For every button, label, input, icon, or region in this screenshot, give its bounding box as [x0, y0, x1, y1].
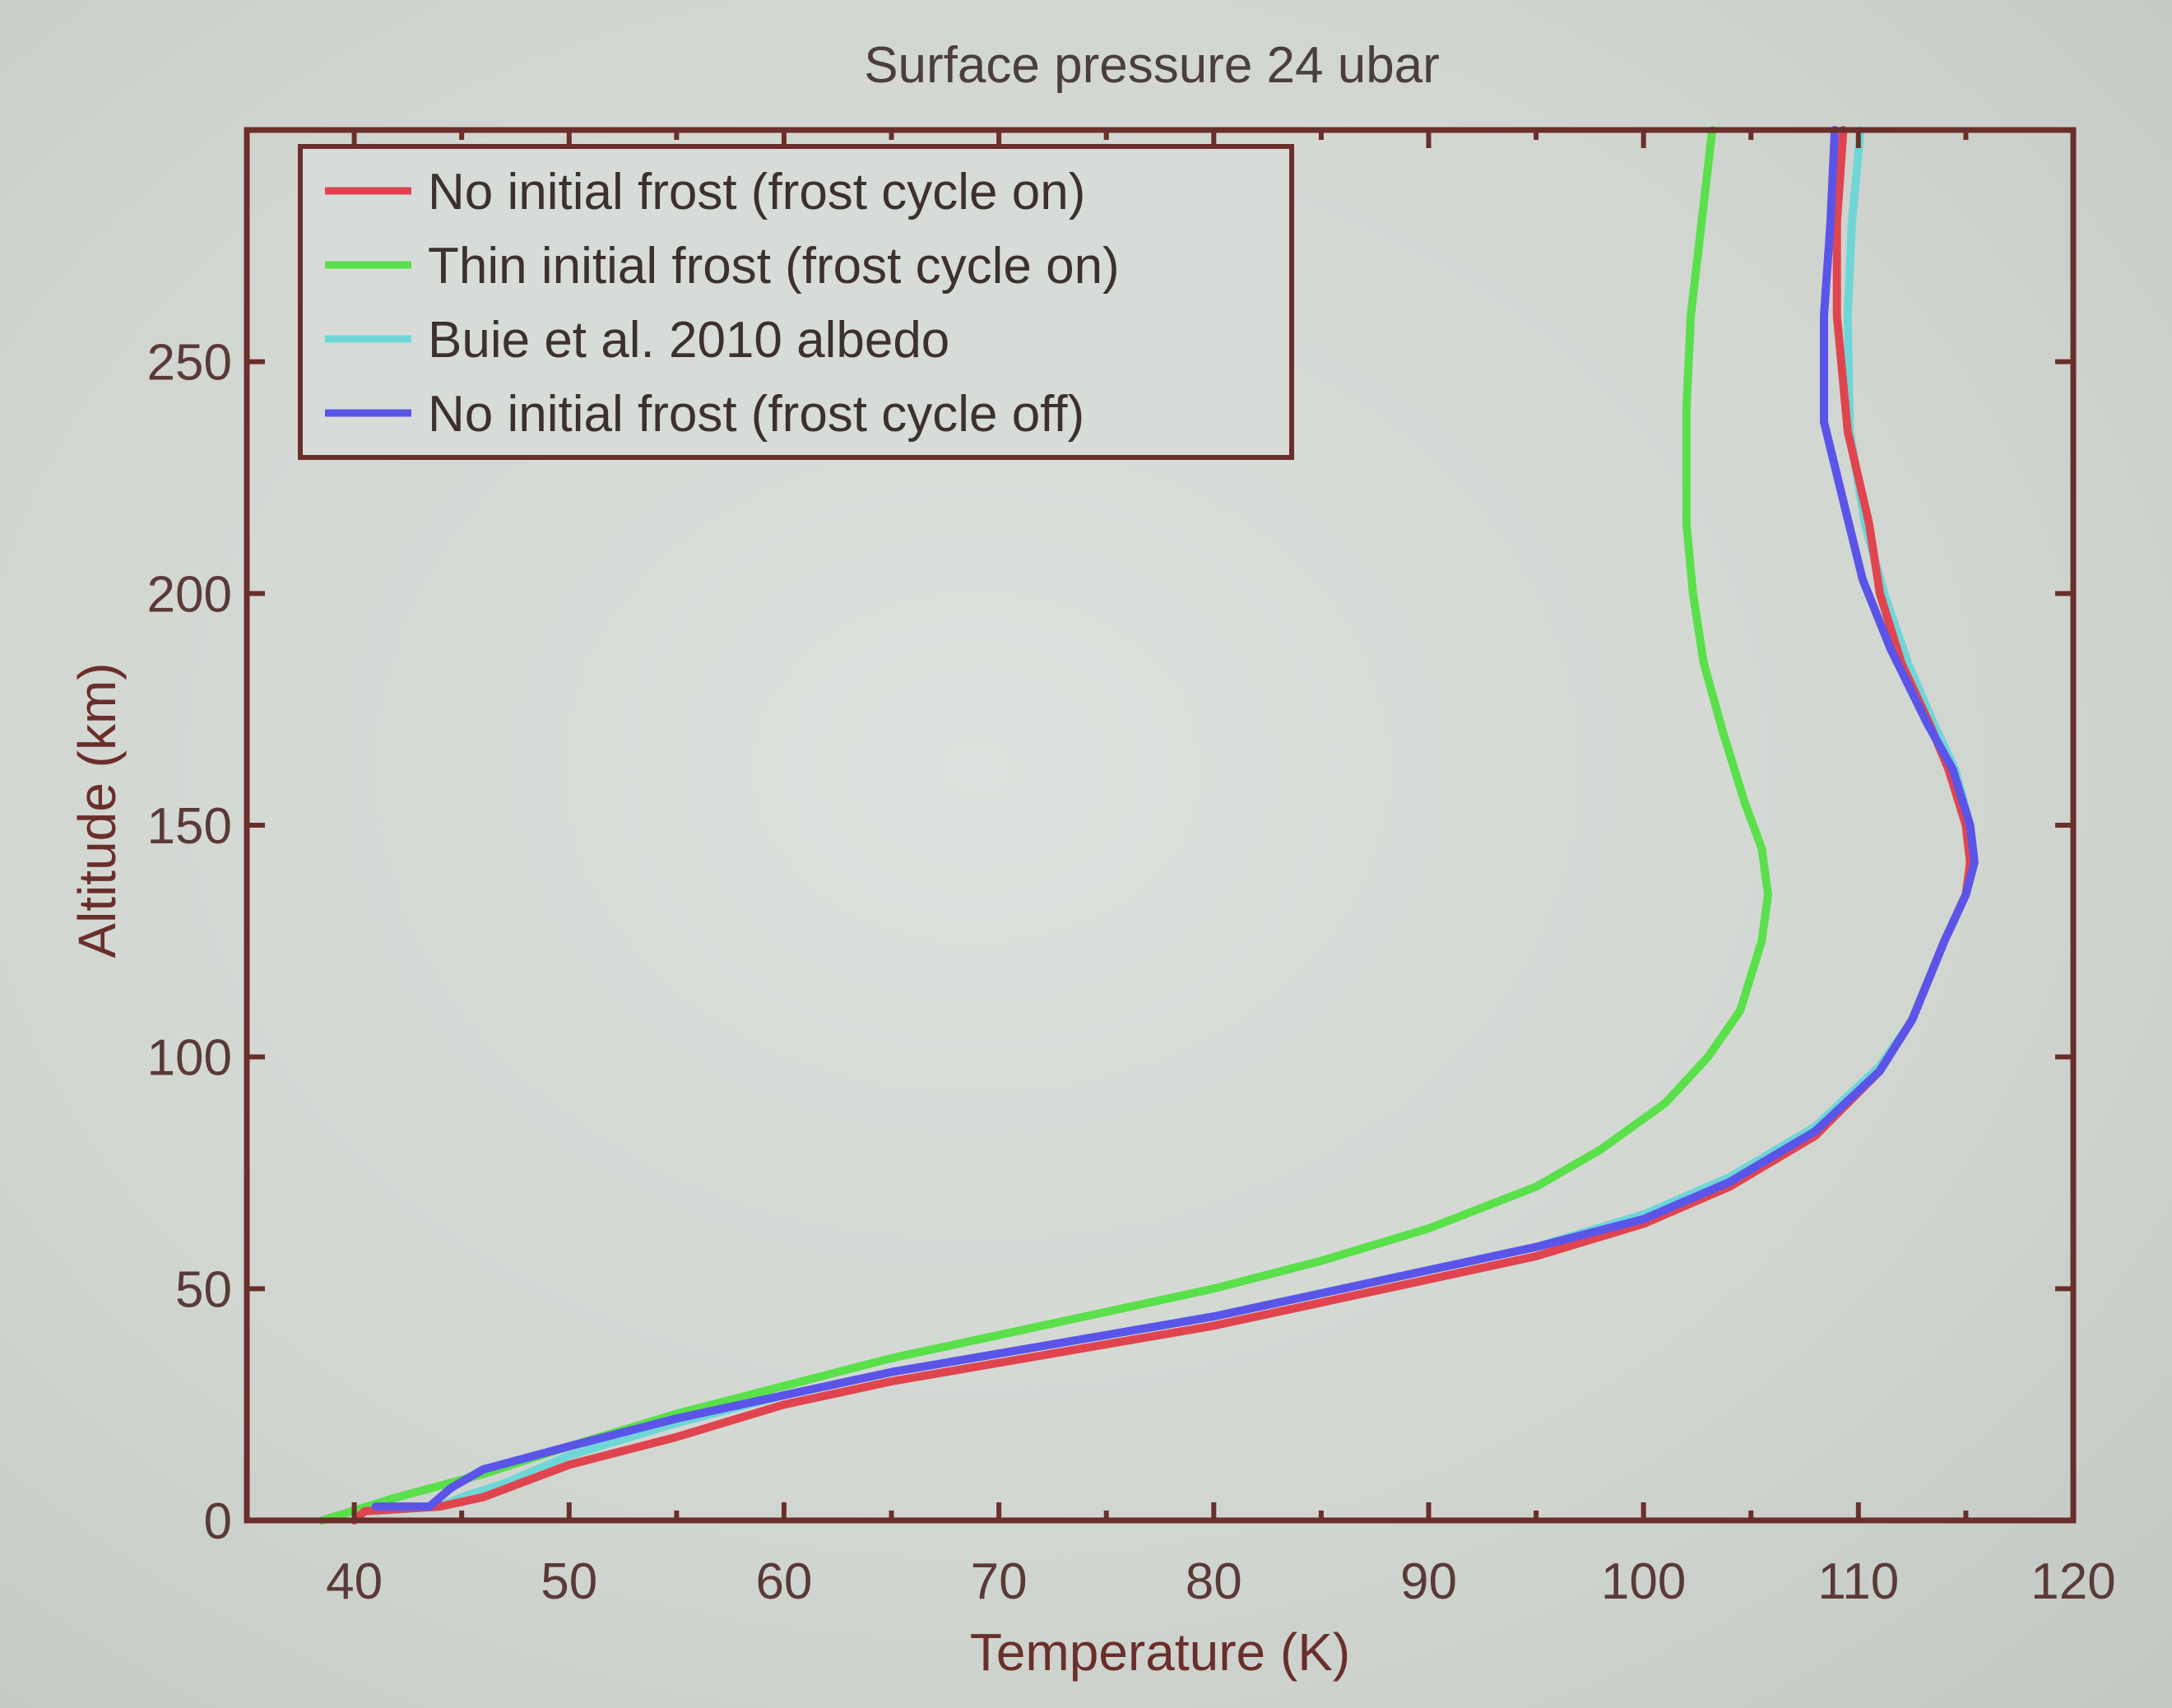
chart-title: Surface pressure 24 ubar	[864, 37, 1440, 94]
legend: No initial frost (frost cycle on) Thin i…	[298, 144, 1294, 460]
x-tick-label: 80	[1186, 1553, 1242, 1610]
y-tick-label: 250	[147, 335, 232, 392]
x-axis-label: Temperature (K)	[970, 1622, 1350, 1682]
x-tick-label: 60	[755, 1553, 812, 1610]
x-tick-label: 100	[1601, 1553, 1686, 1610]
x-tick-label: 120	[2030, 1553, 2115, 1610]
x-tick-label: 90	[1400, 1553, 1457, 1610]
series-line-blue	[371, 126, 1979, 1511]
legend-box	[298, 144, 1294, 460]
y-tick-label: 200	[147, 566, 232, 623]
x-tick-label: 70	[971, 1553, 1028, 1610]
x-tick-label: 40	[326, 1553, 383, 1610]
x-tick-label: 50	[541, 1553, 597, 1610]
y-tick-label: 0	[204, 1493, 232, 1550]
legend-label-green: Thin initial frost (frost cycle on)	[428, 238, 1120, 295]
plot-frame	[244, 127, 2077, 1524]
legend-label-red: No initial frost (frost cycle on)	[428, 164, 1085, 220]
y-tick-label: 50	[175, 1261, 232, 1318]
y-axis-label: Altitude (km)	[67, 662, 127, 958]
legend-label-cyan: Buie et al. 2010 albedo	[428, 312, 949, 369]
series-layer	[318, 126, 1979, 1525]
y-tick-label: 150	[147, 798, 232, 855]
series-line-green	[318, 126, 1773, 1525]
legend-label-blue: No initial frost (frost cycle off)	[428, 386, 1084, 443]
tick-layer: 40 50 60 70 80 90 100 110 120 0 50 100 150 200 250	[147, 130, 2116, 1610]
x-tick-label: 110	[1817, 1553, 1899, 1610]
y-tick-label: 100	[147, 1030, 232, 1087]
